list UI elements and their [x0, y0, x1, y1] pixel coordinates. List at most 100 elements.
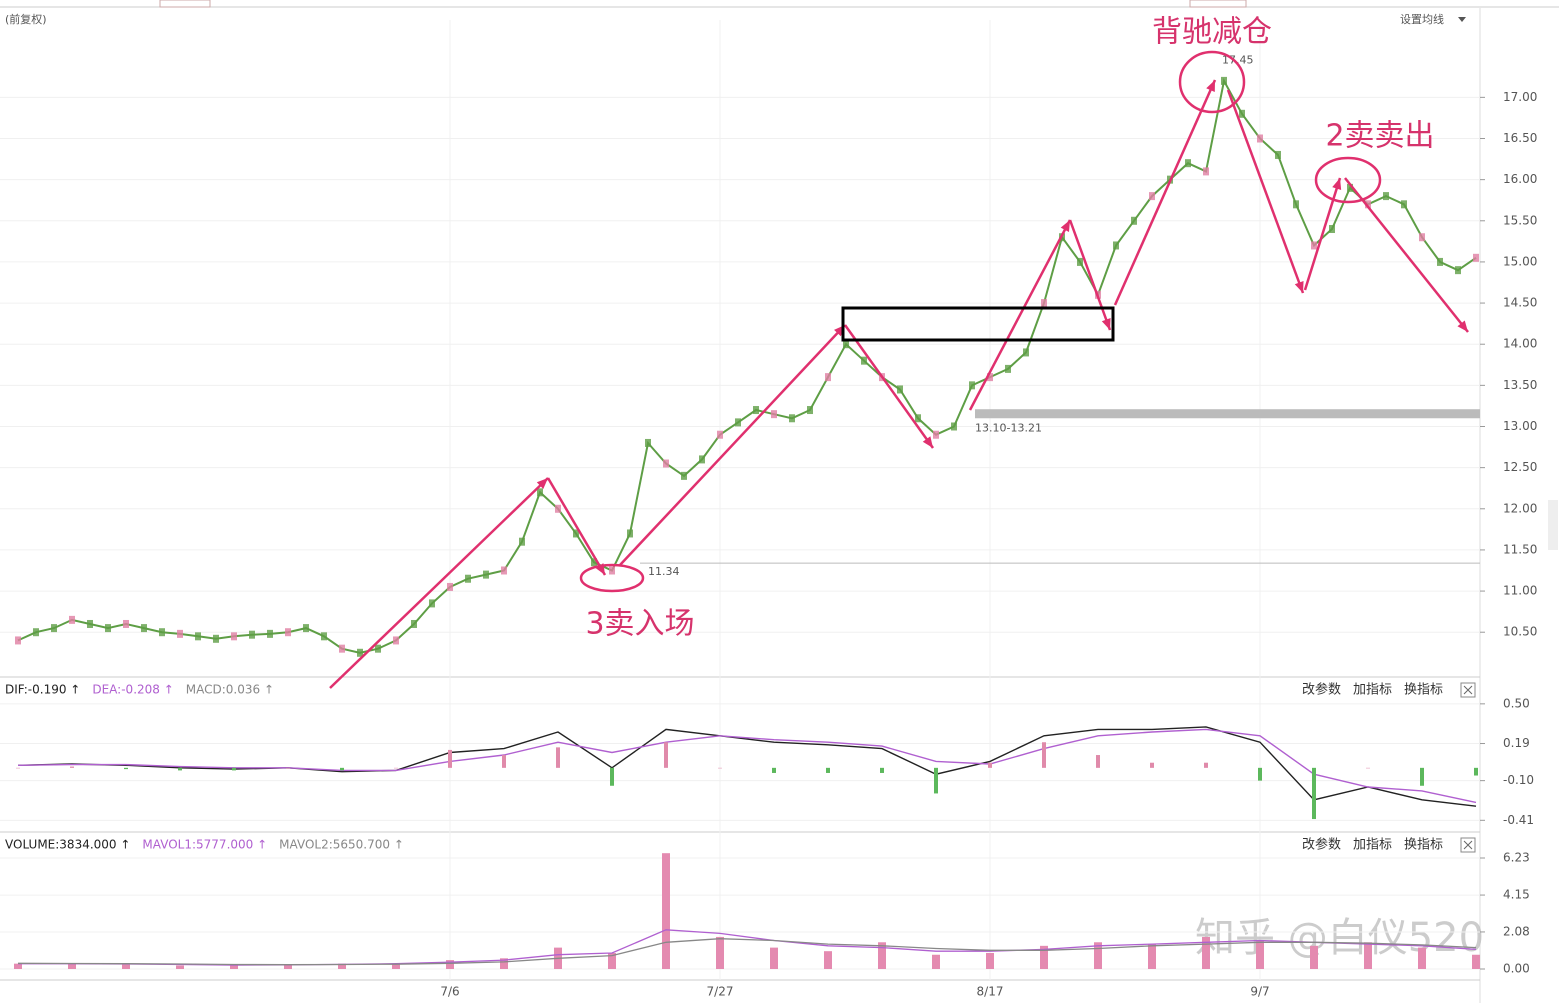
- macd-bar: [1042, 742, 1046, 768]
- candle: [357, 648, 363, 657]
- candle: [609, 566, 615, 575]
- volume-bar: [1418, 947, 1426, 969]
- trend-arrow: [1303, 177, 1342, 291]
- volume-bar: [1310, 945, 1318, 969]
- close-icon: [1463, 685, 1473, 695]
- legend-entry: MAVOL1:5777.000 ↑: [142, 838, 267, 852]
- candle: [51, 624, 57, 633]
- candle: [1383, 192, 1389, 201]
- legend-entry: VOLUME:3834.000 ↑: [5, 838, 130, 852]
- macd-bar: [826, 767, 830, 773]
- candle: [699, 455, 705, 464]
- y-tick-label: 2.08: [1503, 924, 1530, 938]
- volume-bar: [770, 947, 778, 969]
- candle: [231, 632, 237, 641]
- candle: [411, 619, 417, 628]
- circle: [579, 563, 645, 593]
- macd-bar: [1366, 767, 1370, 769]
- y-tick-label: 17.00: [1503, 90, 1537, 104]
- candle: [303, 624, 309, 633]
- macd-bar: [1312, 767, 1316, 820]
- y-tick-label: 13.50: [1503, 378, 1537, 392]
- close-button[interactable]: [1460, 837, 1476, 853]
- candle: [645, 438, 651, 447]
- trend-arrow: [1113, 79, 1217, 306]
- candle: [1365, 200, 1371, 209]
- candle: [681, 471, 687, 480]
- candle: [1347, 183, 1353, 192]
- y-tick-label: 11.50: [1503, 542, 1537, 556]
- candle: [843, 340, 849, 349]
- candle: [933, 430, 939, 439]
- volume-bar: [230, 965, 238, 969]
- candle: [1203, 167, 1209, 176]
- candle: [807, 406, 813, 415]
- volume-bar: [1094, 942, 1102, 969]
- arrow-head: [1294, 281, 1304, 293]
- y-tick-label: 4.15: [1503, 888, 1530, 902]
- top-tab: [1189, 0, 1247, 8]
- volume-bar: [1256, 940, 1264, 969]
- candle: [249, 630, 255, 639]
- trend-arrow: [1344, 177, 1469, 333]
- annotation: 3卖入场: [585, 607, 694, 642]
- menu-caret[interactable]: [1458, 17, 1466, 22]
- volume-bar: [1148, 944, 1156, 969]
- trend-arrow: [843, 324, 935, 449]
- candle: [663, 459, 669, 468]
- candle: [1113, 241, 1119, 250]
- candle: [1275, 150, 1281, 159]
- candle: [1419, 233, 1425, 242]
- candle: [717, 430, 723, 439]
- y-tick-label: 15.00: [1503, 254, 1537, 268]
- macd-bar: [448, 749, 452, 768]
- annotation: 2卖卖出: [1325, 119, 1434, 154]
- y-tick-label: -0.41: [1503, 813, 1534, 827]
- candle: [951, 422, 957, 431]
- macd-bar: [1258, 767, 1262, 781]
- volume-bar: [824, 951, 832, 969]
- candle: [1005, 364, 1011, 373]
- y-tick-label: 0.50: [1503, 696, 1530, 710]
- trend-arrow: [619, 324, 846, 566]
- macd-bar: [340, 767, 344, 771]
- panel-button[interactable]: 换指标: [1404, 683, 1443, 698]
- panel-button[interactable]: 改参数: [1302, 682, 1341, 698]
- candle: [1329, 225, 1335, 234]
- candle: [501, 566, 507, 575]
- adjust-label: (前复权): [5, 12, 47, 26]
- candle: [177, 629, 183, 638]
- arrow-head: [536, 478, 548, 490]
- candle: [1149, 192, 1155, 201]
- y-tick-label: 12.00: [1503, 501, 1537, 515]
- annotation-shapes: [579, 50, 1382, 593]
- side-handle[interactable]: [1548, 500, 1558, 550]
- macd-bar: [124, 767, 128, 770]
- candle: [213, 634, 219, 643]
- candle: [771, 410, 777, 419]
- macd-bar: [934, 767, 938, 794]
- support-label: 13.10-13.21: [975, 421, 1042, 434]
- x-tick-label: 9/7: [1250, 985, 1269, 999]
- macd-bar: [1150, 762, 1154, 768]
- panel-button[interactable]: 加指标: [1353, 838, 1392, 853]
- legend-entry: DIF:-0.190 ↑: [5, 683, 80, 697]
- macd-bar: [502, 755, 506, 768]
- macd-bar: [880, 767, 884, 773]
- y-tick-label: 0.00: [1503, 962, 1530, 976]
- arrow-head: [1332, 178, 1342, 190]
- y-tick-label: -0.10: [1503, 773, 1534, 787]
- y-tick-label: 10.50: [1503, 625, 1537, 639]
- panel-button[interactable]: 改参数: [1302, 837, 1341, 853]
- candle: [735, 418, 741, 427]
- ma-menu[interactable]: 设置均线: [1400, 12, 1444, 26]
- volume-bar: [878, 942, 886, 969]
- candle: [1293, 200, 1299, 209]
- volume-bar: [284, 964, 292, 969]
- panel-button[interactable]: 加指标: [1353, 683, 1392, 698]
- trend-arrow: [329, 477, 549, 689]
- candle: [483, 570, 489, 579]
- panel-button[interactable]: 换指标: [1404, 838, 1443, 853]
- candle: [861, 356, 867, 365]
- close-button[interactable]: [1460, 682, 1476, 698]
